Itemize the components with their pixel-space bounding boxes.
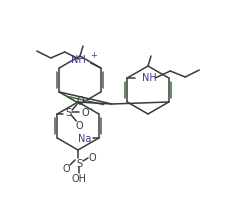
Text: O: O <box>62 163 70 173</box>
Text: NH: NH <box>71 55 86 65</box>
Text: +: + <box>90 50 97 59</box>
Text: NH: NH <box>142 73 157 83</box>
Text: O: O <box>81 107 89 117</box>
Text: OH: OH <box>71 173 86 183</box>
Text: S: S <box>65 107 71 117</box>
Text: S: S <box>76 158 82 168</box>
Text: O: O <box>76 120 83 130</box>
Text: Na: Na <box>78 133 91 143</box>
Text: ⁻: ⁻ <box>88 105 92 114</box>
Text: O: O <box>76 96 84 105</box>
Text: O: O <box>88 152 96 162</box>
